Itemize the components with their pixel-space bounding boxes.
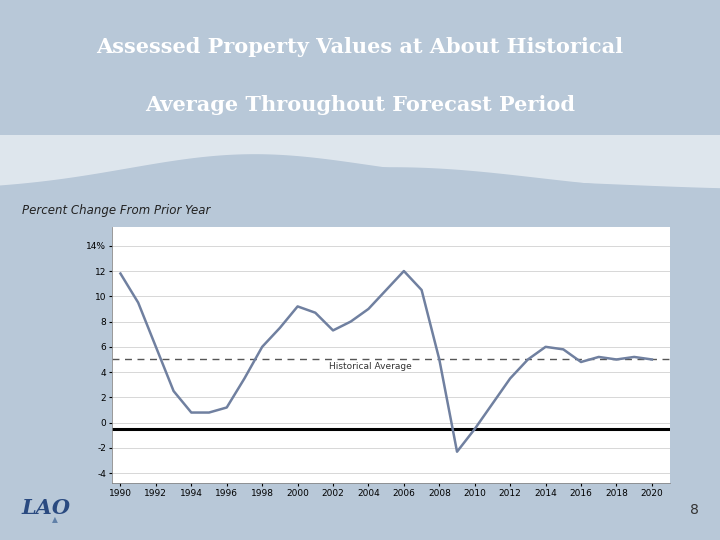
Text: Percent Change From Prior Year: Percent Change From Prior Year bbox=[22, 204, 210, 217]
Text: Historical Average: Historical Average bbox=[330, 362, 413, 371]
Text: LAO: LAO bbox=[22, 497, 71, 518]
Polygon shape bbox=[0, 167, 720, 200]
Text: ▲: ▲ bbox=[52, 515, 58, 524]
Text: 8: 8 bbox=[690, 503, 698, 517]
Polygon shape bbox=[0, 135, 720, 188]
Text: Assessed Property Values at About Historical: Assessed Property Values at About Histor… bbox=[96, 37, 624, 57]
Text: Average Throughout Forecast Period: Average Throughout Forecast Period bbox=[145, 95, 575, 115]
